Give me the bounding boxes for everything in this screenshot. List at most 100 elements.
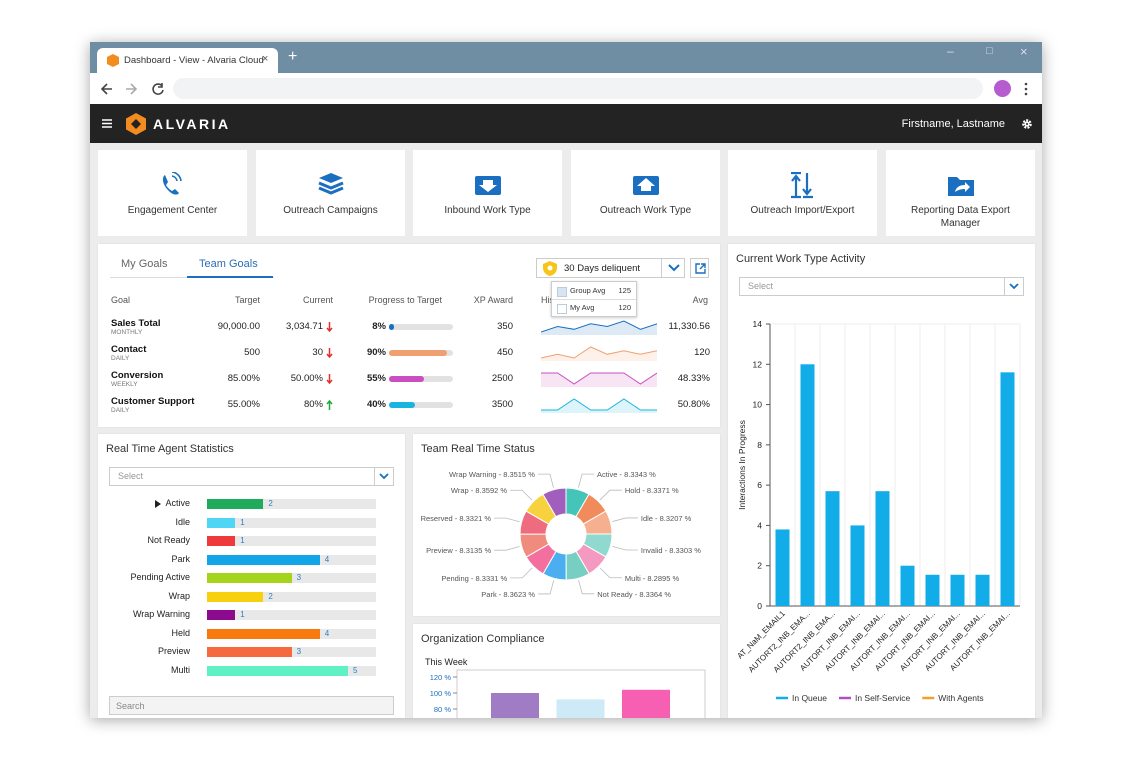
tile-label: Engagement Center <box>127 205 218 216</box>
tab-bar: Dashboard - View - Alvaria Cloud × + – □… <box>90 42 1042 73</box>
leader-line <box>494 517 520 523</box>
tab-title: Dashboard - View - Alvaria Cloud <box>124 55 264 66</box>
goal-target: 55.00% <box>227 399 260 410</box>
plot-frame <box>456 669 706 718</box>
sparkline-line <box>541 320 657 333</box>
trend-arrow <box>326 322 333 332</box>
tile[interactable]: Reporting Data Export Manager <box>886 150 1035 236</box>
minimize[interactable]: – <box>947 44 954 58</box>
bar <box>850 525 865 606</box>
tooltip-label: Group Avg <box>570 286 606 295</box>
tab[interactable]: Dashboard - View - Alvaria Cloud × <box>97 48 278 73</box>
tab-close[interactable]: × <box>262 53 269 65</box>
tooltip-label: My Avg <box>570 303 595 312</box>
open-link[interactable] <box>690 258 709 278</box>
tile-icon <box>162 172 182 195</box>
agent-status-name: Not Ready <box>147 535 190 546</box>
goal-name: Customer Support <box>111 396 195 407</box>
arrow <box>326 374 333 384</box>
menu-dots[interactable] <box>1024 82 1028 96</box>
chevron-box <box>374 468 393 485</box>
agent-bar <box>207 517 236 528</box>
tile[interactable]: Engagement Center <box>98 150 247 236</box>
tooltip: Group Avg 125 My Avg 120 <box>551 281 637 317</box>
goal-current: 80% <box>303 399 323 410</box>
agent-bar-value: 4 <box>324 554 330 564</box>
selected-marker <box>155 500 161 508</box>
y-tick-label: 12 <box>753 359 763 369</box>
donut-slice <box>542 487 567 518</box>
maximize[interactable]: □ <box>986 45 993 57</box>
address-bar <box>90 73 1042 104</box>
y-tick-label: 100 % <box>430 689 452 698</box>
filter-dropdown[interactable]: 30 Days deliquent <box>536 258 685 278</box>
avatar[interactable] <box>994 80 1011 97</box>
agent-bar-value: 3 <box>296 573 302 583</box>
goal-avg: 48.33% <box>677 373 710 384</box>
icon-part <box>162 175 179 195</box>
agent-status-name: Wrap Warning <box>132 609 190 620</box>
tooltip-value: 120 <box>618 303 631 312</box>
leader-line <box>578 580 595 595</box>
nav-buttons[interactable] <box>100 81 180 97</box>
agent-bar <box>207 665 348 676</box>
panel-title: Team Real Time Status <box>421 443 535 455</box>
goal-tab[interactable]: Team Goals <box>199 258 258 270</box>
bar <box>950 574 965 606</box>
icon-part <box>171 172 182 182</box>
tile[interactable]: Outreach Work Type <box>571 150 720 236</box>
tile[interactable]: Outreach Campaigns <box>256 150 405 236</box>
agent-status-name: Wrap <box>168 590 190 601</box>
close-window[interactable]: × <box>1020 44 1028 59</box>
compliance-bar <box>491 693 539 718</box>
sparkline <box>541 372 657 387</box>
icon-part <box>479 180 497 192</box>
agent-bar-track <box>207 591 376 602</box>
slice-label: Hold - 8.3371 % <box>625 486 679 495</box>
tile-icon <box>948 177 974 196</box>
agent-panel: Real Time Agent Statistics Select Active 2 I… <box>98 434 405 718</box>
column-header: Goal <box>111 295 131 305</box>
bar <box>975 574 990 606</box>
tile[interactable]: Outreach Import/Export <box>728 150 877 236</box>
search-box[interactable]: Search <box>109 696 394 715</box>
select-box[interactable]: Select <box>109 467 394 486</box>
chart-subtitle: This Week <box>425 657 468 667</box>
goals-panel: My Goals Team Goals 30 Days deliquent Goal T… <box>98 244 720 427</box>
tooltip-value: 125 <box>618 286 631 295</box>
tile-label: Outreach Campaigns <box>283 205 378 216</box>
omnibox[interactable] <box>173 78 983 99</box>
agent-status-name: Pending Active <box>130 572 190 583</box>
goal-name: Conversion <box>111 370 164 381</box>
tile[interactable]: Inbound Work Type <box>413 150 562 236</box>
select-box[interactable]: Select <box>739 277 1024 296</box>
y-tick-label: 4 <box>757 520 762 530</box>
agent-status-name: Held <box>171 627 190 638</box>
agent-bar-track <box>207 499 376 509</box>
arrow <box>326 348 333 358</box>
brand: ALVARIA <box>153 116 231 132</box>
tile-label: Inbound Work Type <box>444 205 531 216</box>
slice-label: Invalid - 8.3303 % <box>641 546 701 555</box>
logo <box>126 113 146 135</box>
slice-label: Pending - 8.3331 % <box>441 574 507 583</box>
settings-icon[interactable] <box>1022 119 1032 129</box>
agent-bar-track <box>207 517 376 528</box>
tile-icon <box>475 176 501 195</box>
new-tab[interactable]: + <box>288 48 298 65</box>
y-tick-label: 80 % <box>434 705 451 714</box>
y-tick-label: 14 <box>753 319 763 329</box>
agent-status-name: Preview <box>157 646 190 657</box>
goal-tab[interactable]: My Goals <box>121 258 168 270</box>
goal-period: DAILY <box>111 407 130 414</box>
agent-bar-value: 2 <box>268 591 273 601</box>
sparkline <box>541 398 657 413</box>
progress-label: 8% <box>372 321 386 332</box>
sparkline-line <box>541 398 657 411</box>
agent-bar-value: 1 <box>240 536 245 546</box>
hamburger[interactable] <box>102 119 112 128</box>
progress-bar <box>389 324 395 330</box>
agent-bar-track <box>207 536 376 547</box>
user-name[interactable]: Firstname, Lastname <box>901 118 1005 130</box>
